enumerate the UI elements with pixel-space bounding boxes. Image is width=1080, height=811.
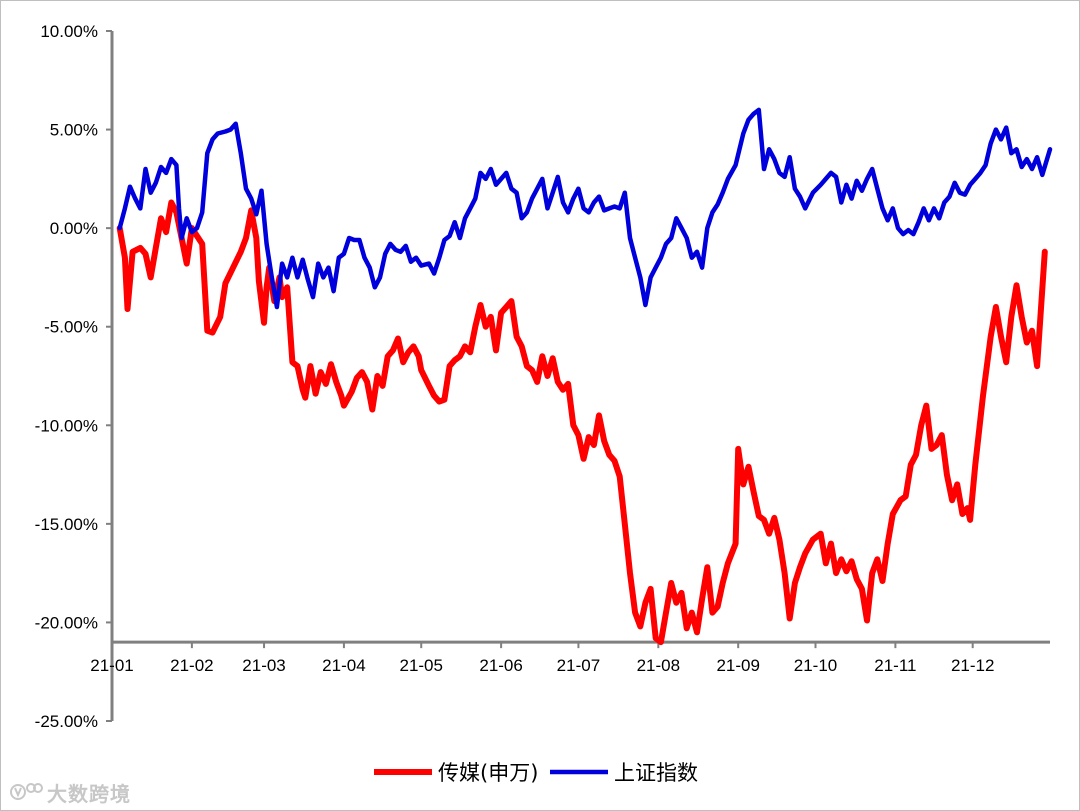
x-axis: 21-01 21-02 21-03 21-04 21-05 21-06 21-07 21-08…: [90, 640, 1050, 675]
x-tick-label: 21-08: [637, 656, 680, 675]
x-tick-label: 21-05: [399, 656, 442, 675]
x-tick-label: 21-01: [90, 656, 133, 675]
watermark-text: 大数跨境: [47, 781, 131, 806]
x-tick-label: 21-02: [170, 656, 213, 675]
legend: 传媒(申万) 上证指数: [374, 761, 698, 785]
y-tick-label: 0.00%: [50, 219, 98, 238]
y-tick-label: -10.00%: [35, 416, 98, 435]
series-line-1: [116, 199, 1048, 646]
y-axis: 10.00% 5.00% 0.00% -5.00% -10.00% -15.00% -20.…: [35, 22, 114, 731]
y-tick-label: -15.00%: [35, 515, 98, 534]
series-lines: [116, 107, 1053, 646]
x-tick-label: 21-07: [557, 656, 600, 675]
x-tick-label: 21-09: [716, 656, 759, 675]
y-tick-label: -25.00%: [35, 712, 98, 731]
y-tick-label: 10.00%: [40, 22, 98, 41]
x-tick-label: 21-04: [322, 656, 365, 675]
y-tick-label: -20.00%: [35, 613, 98, 632]
x-tick-label: 21-10: [794, 656, 837, 675]
watermark: 大数跨境: [9, 779, 131, 806]
legend-label: 上证指数: [614, 761, 698, 785]
y-tick-label: 5.00%: [50, 121, 98, 140]
y-tick-label: -5.00%: [44, 318, 98, 337]
x-tick-label: 21-11: [874, 656, 916, 675]
x-tick-label: 21-06: [479, 656, 522, 675]
x-tick-label: 21-12: [951, 656, 994, 675]
dashuju-logo-icon: [10, 783, 43, 800]
legend-label: 传媒(申万): [438, 761, 538, 785]
x-tick-label: 21-03: [242, 656, 285, 675]
series-line-2: [117, 107, 1053, 310]
